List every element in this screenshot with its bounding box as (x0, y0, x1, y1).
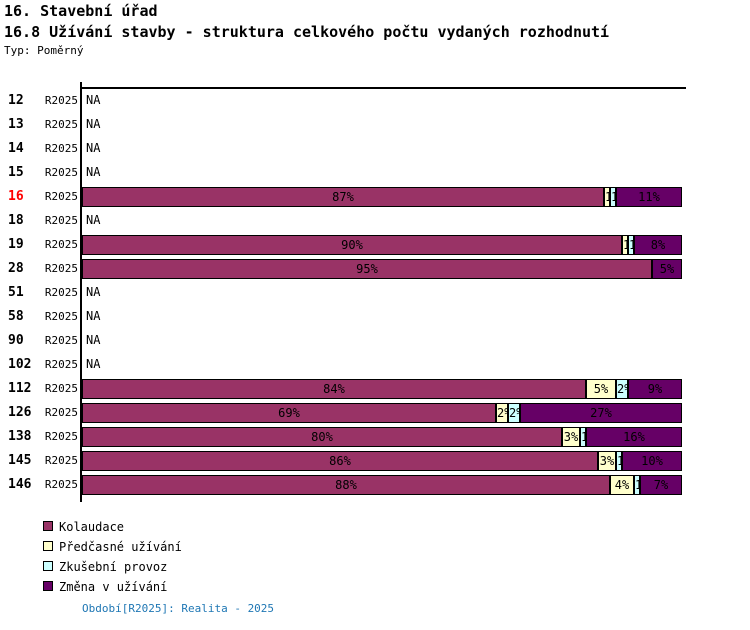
type-label: Typ: Poměrný (4, 44, 84, 57)
bar-segment-4: 27% (520, 403, 682, 423)
row-na-value: NA (86, 309, 101, 323)
row-na-value: NA (86, 333, 101, 347)
bar-segment-3: 1% (634, 475, 640, 495)
row-period: R2025 (44, 214, 78, 227)
bar-segment-1: 84% (82, 379, 586, 399)
row-label: 51 (8, 285, 24, 300)
bar-segment-2: 2% (496, 403, 508, 423)
row-label: 15 (8, 165, 24, 180)
row-period: R2025 (44, 334, 78, 347)
row-period: R2025 (44, 94, 78, 107)
row-na-value: NA (86, 357, 101, 371)
bar-segment-3: 2% (616, 379, 628, 399)
row-label: 16 (8, 189, 24, 204)
row-label: 18 (8, 213, 24, 228)
legend-swatch-icon (43, 541, 53, 551)
row-period: R2025 (44, 430, 78, 443)
row-label: 126 (8, 405, 32, 420)
bar-segment-4: 8% (634, 235, 682, 255)
row-period: R2025 (44, 262, 78, 275)
legend-swatch-icon (43, 581, 53, 591)
bar-segment-1: 80% (82, 427, 562, 447)
bar-segment-4: 10% (622, 451, 682, 471)
row-label: 14 (8, 141, 24, 156)
row-label: 28 (8, 261, 24, 276)
row-label: 58 (8, 309, 24, 324)
row-period: R2025 (44, 478, 78, 491)
page-title: 16. Stavební úřad (4, 2, 158, 20)
bar-segment-4: 11% (616, 187, 682, 207)
bar-segment-4: 9% (628, 379, 682, 399)
bar-segment-2: 5% (586, 379, 616, 399)
row-period: R2025 (44, 238, 78, 251)
row-na-value: NA (86, 117, 101, 131)
row-period: R2025 (44, 310, 78, 323)
row-label: 146 (8, 477, 32, 492)
row-label: 138 (8, 429, 32, 444)
bar-segment-2: 4% (610, 475, 634, 495)
row-label: 102 (8, 357, 32, 372)
bar-segment-3: 1% (616, 451, 622, 471)
row-na-value: NA (86, 165, 101, 179)
row-label: 12 (8, 93, 24, 108)
bar-segment-4: 7% (640, 475, 682, 495)
bar-segment-3: 2% (508, 403, 520, 423)
legend-swatch-icon (43, 561, 53, 571)
row-period: R2025 (44, 166, 78, 179)
row-na-value: NA (86, 93, 101, 107)
row-label: 90 (8, 333, 24, 348)
legend-label: Kolaudace (59, 520, 125, 534)
bar-segment-3: 1% (580, 427, 586, 447)
row-na-value: NA (86, 213, 101, 227)
row-period: R2025 (44, 118, 78, 131)
row-period: R2025 (44, 406, 78, 419)
row-label: 145 (8, 453, 32, 468)
legend-label: Zkušební provoz (59, 560, 168, 574)
bar-segment-2: 3% (562, 427, 580, 447)
row-na-value: NA (86, 141, 101, 155)
row-na-value: NA (86, 285, 101, 299)
bar-segment-1: 95% (82, 259, 652, 279)
row-period: R2025 (44, 142, 78, 155)
bar-segment-3: 1% (628, 235, 634, 255)
row-label: 19 (8, 237, 24, 252)
row-period: R2025 (44, 382, 78, 395)
bar-segment-1: 87% (82, 187, 604, 207)
bar-segment-2: 3% (598, 451, 616, 471)
bar-segment-1: 88% (82, 475, 610, 495)
bar-segment-1: 69% (82, 403, 496, 423)
bar-segment-2: 1% (604, 187, 610, 207)
bar-segment-3: 1% (610, 187, 616, 207)
row-period: R2025 (44, 190, 78, 203)
chart-subtitle: 16.8 Užívání stavby - struktura celkovéh… (4, 23, 610, 41)
bar-segment-1: 90% (82, 235, 622, 255)
row-period: R2025 (44, 358, 78, 371)
legend-label: Změna v užívání (59, 580, 168, 594)
legend-label: Předčasné užívání (59, 540, 182, 554)
bar-segment-4: 5% (652, 259, 682, 279)
row-period: R2025 (44, 286, 78, 299)
bar-segment-2: 1% (622, 235, 628, 255)
y-axis-line (80, 82, 82, 502)
bar-segment-4: 16% (586, 427, 682, 447)
top-axis-line (80, 87, 686, 89)
row-period: R2025 (44, 454, 78, 467)
row-label: 112 (8, 381, 32, 396)
bar-segment-1: 86% (82, 451, 598, 471)
footer-caption: Období[R2025]: Realita - 2025 (82, 602, 275, 615)
row-label: 13 (8, 117, 24, 132)
legend-swatch-icon (43, 521, 53, 531)
